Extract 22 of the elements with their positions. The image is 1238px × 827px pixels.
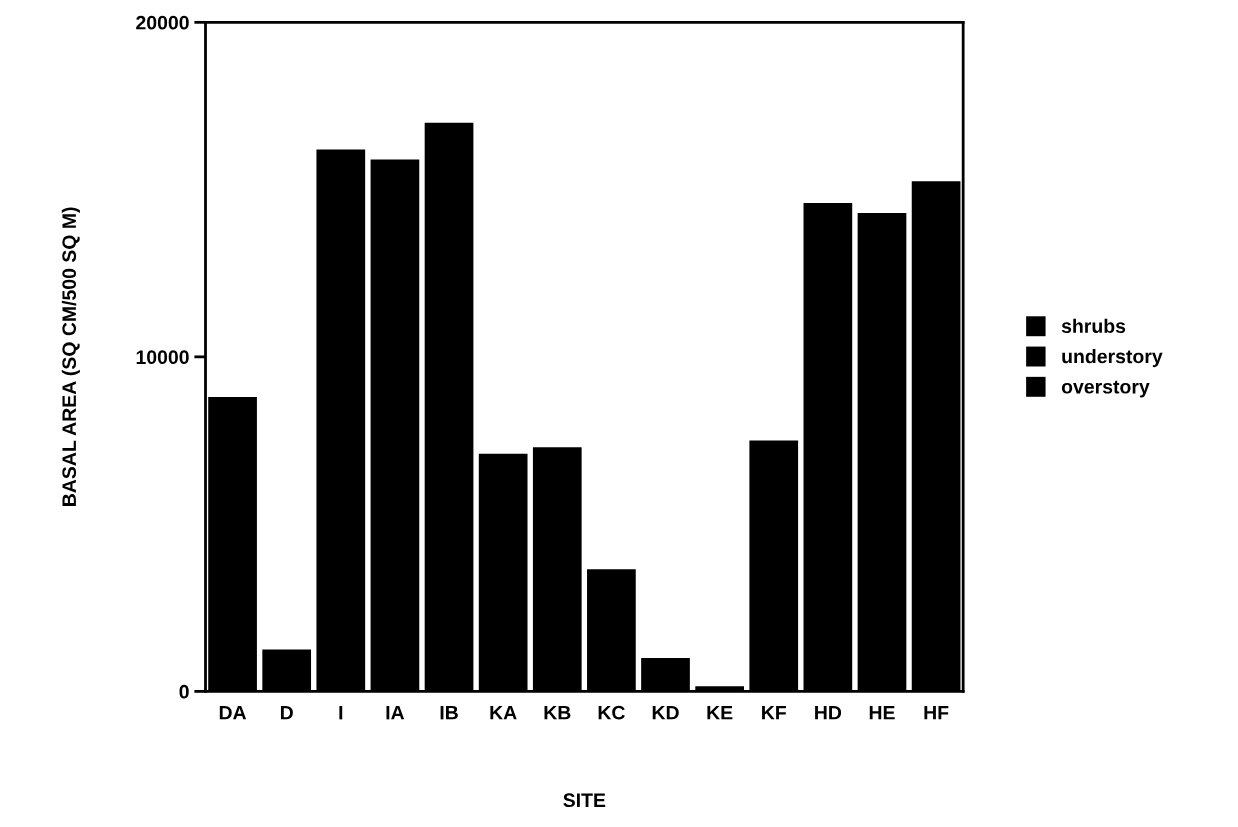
x-tick-label: HE	[869, 705, 895, 720]
x-tick-label: KD	[652, 705, 679, 720]
x-tick-label: KF	[762, 705, 786, 720]
x-tick-label: HD	[815, 705, 842, 720]
legend-label: overstory	[1061, 380, 1150, 398]
legend-label: shrubs	[1061, 318, 1126, 333]
y-tick-label: 10000	[136, 350, 189, 365]
x-tick-label: HF	[924, 705, 949, 720]
x-tick-label: KE	[707, 705, 733, 720]
x-tick-label: IA	[386, 705, 405, 720]
x-tick-label: KB	[544, 705, 571, 720]
y-tick-label: 20000	[136, 15, 189, 30]
x-tick-label: KC	[598, 705, 625, 720]
y-tick-label: 0	[179, 684, 189, 699]
x-tick-label: D	[280, 705, 293, 720]
x-tick-label: I	[339, 705, 343, 720]
x-tick-label: KA	[490, 705, 517, 720]
x-axis-title: SITE	[563, 793, 606, 808]
x-tick-label: IB	[440, 705, 458, 720]
x-tick-label: DA	[219, 705, 247, 720]
legend-label: understory	[1062, 349, 1163, 368]
y-axis-title: BASAL AREA (SQ CM/500 SQ M)	[61, 207, 80, 506]
